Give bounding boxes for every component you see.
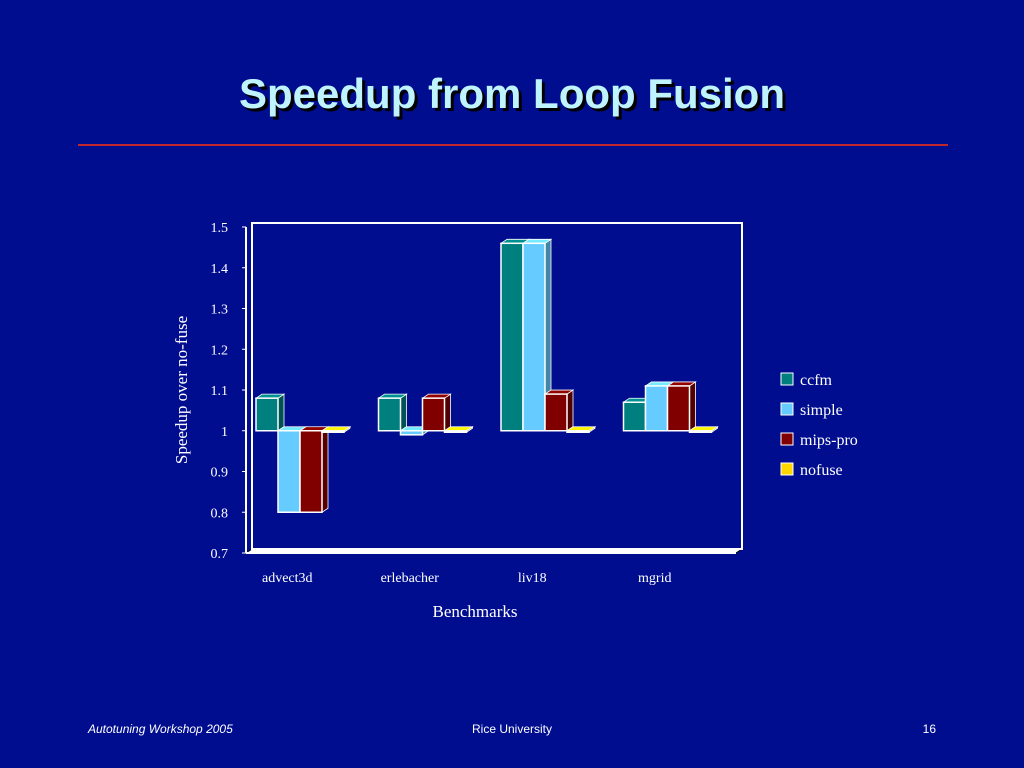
bar	[277, 430, 301, 513]
bar	[321, 430, 345, 433]
bar	[622, 401, 647, 432]
slide-number: 16	[922, 722, 936, 736]
bar	[544, 393, 568, 432]
y-axis-title: Speedup over no-fuse	[172, 316, 191, 464]
bar-side	[444, 393, 451, 432]
x-tick-label: liv18	[518, 571, 547, 586]
bar	[644, 385, 669, 432]
y-tick-label: 1.5	[211, 221, 229, 236]
y-tick-label: 1.3	[211, 303, 229, 318]
bar-chart: 1.5 1.4 1.3 1.2 1.1 1 0.9 0.8 0.7 advect3d erlebac…	[172, 221, 858, 621]
legend-swatch	[780, 432, 794, 446]
legend-label: simple	[800, 402, 843, 419]
bar	[421, 397, 446, 432]
y-tick-label: 0.9	[211, 466, 229, 481]
y-tick-label: 0.7	[211, 547, 229, 562]
bar	[666, 385, 691, 432]
bar-side	[566, 389, 574, 432]
y-tick-label: 1.2	[211, 343, 229, 358]
bar	[566, 430, 590, 433]
y-tick-label: 1.4	[211, 262, 229, 277]
bar	[299, 430, 323, 513]
bar-side	[277, 393, 285, 432]
x-tick-label: mgrid	[638, 571, 671, 586]
bar	[522, 242, 546, 432]
x-tick-label: advect3d	[262, 571, 313, 586]
legend-swatch	[780, 402, 794, 416]
y-tick-label: 1.1	[211, 384, 229, 399]
bar	[255, 397, 279, 432]
y-tick-label: 1	[221, 425, 228, 440]
bar	[443, 430, 468, 433]
legend-label: nofuse	[800, 462, 843, 479]
footer-institution: Rice University	[471, 722, 552, 736]
title-divider	[78, 144, 948, 146]
bar-side	[689, 381, 696, 432]
legend-label: ccfm	[800, 372, 833, 389]
legend-label: mips-pro	[800, 432, 858, 449]
bar	[377, 397, 402, 432]
x-tick-label: erlebacher	[381, 571, 440, 586]
legend-swatch	[780, 462, 794, 476]
bar-side	[400, 393, 407, 432]
bar	[399, 430, 424, 436]
bar	[688, 430, 713, 433]
legend-swatch	[780, 372, 794, 386]
bar-side	[321, 426, 329, 513]
slide-title: Speedup from Loop Fusion	[239, 70, 785, 117]
bar	[500, 242, 524, 432]
y-tick-label: 0.8	[211, 506, 229, 521]
footer-event: Autotuning Workshop 2005	[88, 722, 233, 736]
x-axis-title: Benchmarks	[433, 602, 518, 621]
